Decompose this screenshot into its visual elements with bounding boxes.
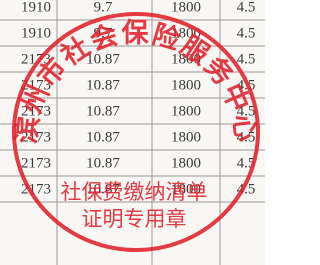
table-cell: 10.87 xyxy=(86,103,120,119)
table-cell: 2173 xyxy=(21,155,51,171)
table-cell: 9.7 xyxy=(94,0,113,15)
table-cell: 4.5 xyxy=(237,25,256,41)
table-cell: 10.87 xyxy=(86,77,120,93)
table-cell: 1800 xyxy=(171,103,201,119)
stamp-line1: 社保费缴纳清单 xyxy=(61,180,208,204)
stamp-line2: 证明专用章 xyxy=(82,207,187,231)
table-cell: 1800 xyxy=(171,129,201,145)
table-cell: 1910 xyxy=(21,0,51,15)
table-cell: 1800 xyxy=(171,0,201,15)
table-cell: 4.5 xyxy=(237,0,256,15)
table-cell: 4.5 xyxy=(237,51,256,67)
table-cell: 10.87 xyxy=(86,129,120,145)
table-cell: 10.87 xyxy=(86,155,120,171)
table-cell: 1910 xyxy=(21,25,51,41)
table-cell: 1800 xyxy=(171,77,201,93)
table-cell: 1800 xyxy=(171,155,201,171)
